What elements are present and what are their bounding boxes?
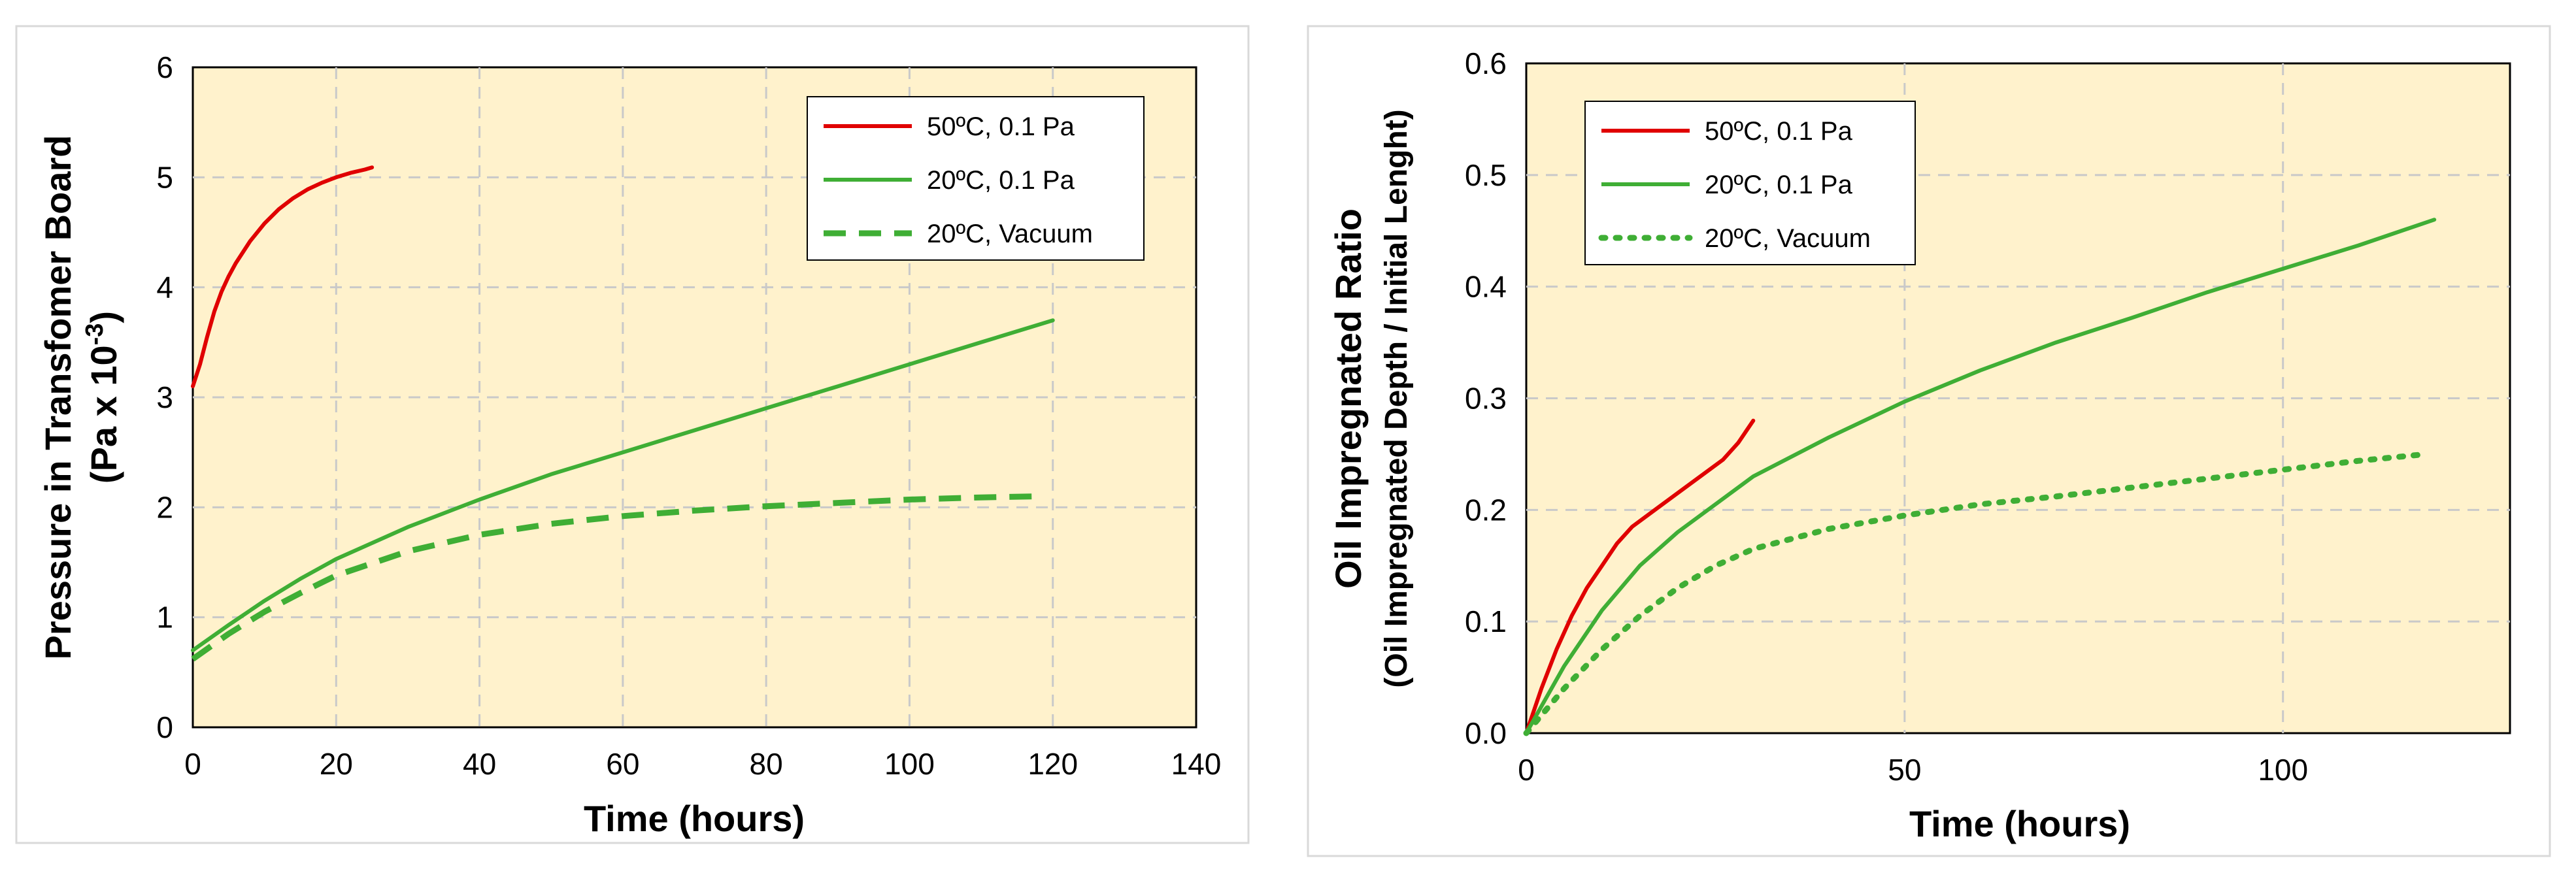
chart-panel-pressure: 0 20 40 60 80 100 120 140 0 1 2 3 4 5 6 50ºC, 0.1 Pa 20… xyxy=(0,0,1281,873)
legend-label-2: 20ºC, 0.1 Pa xyxy=(1705,171,1853,199)
legend: 50ºC, 0.1 Pa 20ºC, 0.1 Pa 20ºC, Vacuum xyxy=(1584,101,1916,265)
legend-label-3: 20ºC, Vacuum xyxy=(1705,224,1871,253)
x-tick-label: 100 xyxy=(884,747,935,781)
x-tick-label: 120 xyxy=(1028,747,1078,781)
y-tick-label: 5 xyxy=(156,160,173,194)
y-tick-label: 2 xyxy=(156,490,173,524)
x-tick-label: 50 xyxy=(1888,753,1921,787)
chart-panel-oil-ratio: 0 50 100 0.0 0.1 0.2 0.3 0.4 0.5 0.6 50ºC, 0.1 Pa… xyxy=(1281,0,2576,873)
grid-lines xyxy=(193,67,1196,727)
y-axis-title: Oil Impregnated Ratio xyxy=(1328,208,1369,589)
x-axis-title: Time (hours) xyxy=(1909,803,2130,844)
x-tick-label: 80 xyxy=(750,747,783,781)
y-tick-label: 0.1 xyxy=(1465,604,1507,638)
tick-labels: 0 20 40 60 80 100 120 140 0 1 2 3 4 5 6 xyxy=(156,50,1221,781)
y-axis-subtitle-suffix: ) xyxy=(83,311,124,323)
y-tick-label: 3 xyxy=(156,380,173,414)
y-tick-label: 0 xyxy=(156,710,173,744)
legend-label-1: 50ºC, 0.1 Pa xyxy=(1705,117,1853,146)
y-axis-subtitle: (Pa x 10-3) xyxy=(81,311,124,484)
y-tick-label: 1 xyxy=(156,601,173,634)
legend-label-2: 20ºC, 0.1 Pa xyxy=(927,166,1075,195)
series-line-3 xyxy=(191,493,1039,662)
x-tick-label: 0 xyxy=(1518,753,1535,787)
x-tick-label: 60 xyxy=(606,747,639,781)
x-tick-label: 0 xyxy=(184,747,201,781)
legend-label-3: 20ºC, Vacuum xyxy=(927,220,1093,248)
y-tick-label: 0.0 xyxy=(1465,716,1507,750)
series-line-3 xyxy=(1523,451,2430,736)
tick-labels: 0 50 100 0.0 0.1 0.2 0.3 0.4 0.5 0.6 xyxy=(1465,46,2308,787)
series-line-1 xyxy=(1524,418,1756,735)
y-tick-label: 0.3 xyxy=(1465,382,1507,416)
y-tick-label: 0.4 xyxy=(1465,270,1507,304)
legend-label-1: 50ºC, 0.1 Pa xyxy=(927,112,1075,141)
oil-ratio-chart: 0 50 100 0.0 0.1 0.2 0.3 0.4 0.5 0.6 50ºC, 0.1 Pa… xyxy=(1307,25,2551,857)
x-tick-label: 20 xyxy=(320,747,353,781)
series-lines xyxy=(1523,218,2437,736)
x-tick-label: 100 xyxy=(2258,753,2308,787)
y-axis-subtitle-sup: -3 xyxy=(81,323,109,346)
series-line-2 xyxy=(1524,218,2437,735)
x-axis-title: Time (hours) xyxy=(584,798,805,839)
y-axis-subtitle-prefix: (Pa x 10 xyxy=(83,345,124,484)
x-tick-label: 40 xyxy=(463,747,496,781)
x-tick-label: 140 xyxy=(1171,747,1222,781)
y-tick-label: 0.6 xyxy=(1465,46,1507,80)
y-tick-label: 4 xyxy=(156,271,173,305)
y-tick-label: 0.2 xyxy=(1465,493,1507,527)
pressure-chart: 0 20 40 60 80 100 120 140 0 1 2 3 4 5 6 50ºC, 0.1 Pa 20… xyxy=(15,25,1250,844)
y-axis-subtitle: (Oil Impregnated Depth / Initial Lenght) xyxy=(1379,109,1414,687)
series-line-1 xyxy=(191,165,375,389)
series-lines xyxy=(191,165,1055,662)
y-tick-label: 6 xyxy=(156,50,173,84)
series-line-2 xyxy=(191,318,1055,653)
y-tick-label: 0.5 xyxy=(1465,158,1507,192)
y-axis-title: Pressure in Transfomer Board xyxy=(37,135,78,660)
legend: 50ºC, 0.1 Pa 20ºC, 0.1 Pa 20ºC, Vacuum xyxy=(807,96,1145,261)
